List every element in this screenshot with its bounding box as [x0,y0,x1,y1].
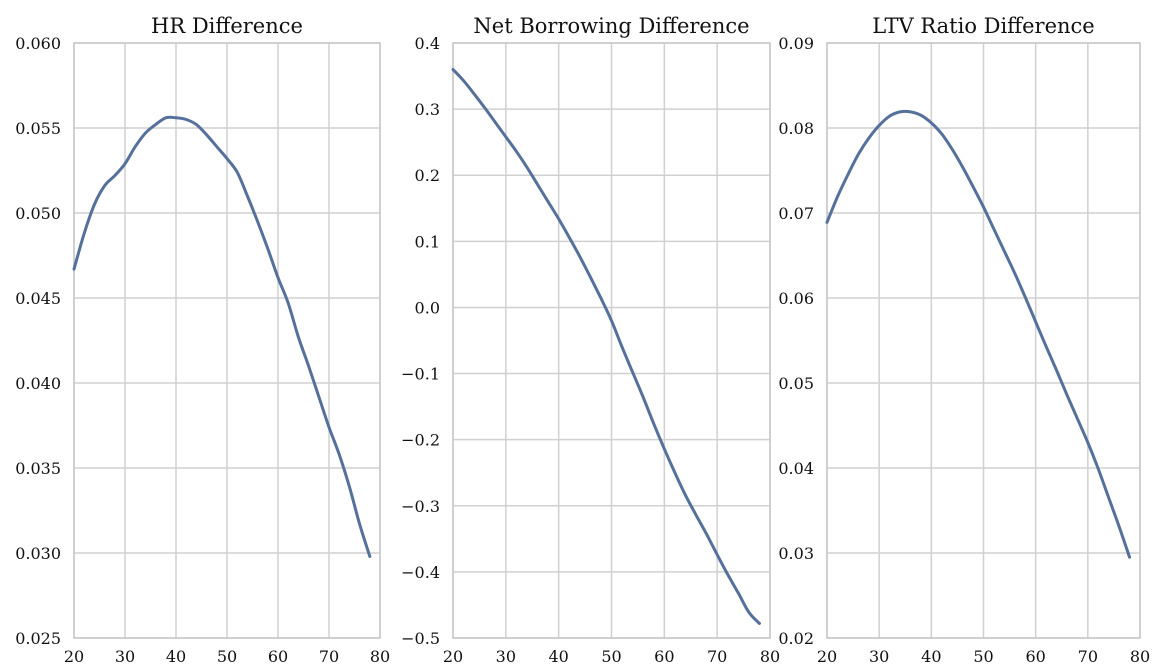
plot-frame [452,42,771,639]
x-tick-label: 20 [443,647,463,666]
y-tick-label: −0.2 [401,431,440,450]
y-tick-label: 0.08 [778,119,814,138]
y-tick-label: 0.035 [15,459,61,478]
x-tick-label: 40 [548,647,568,666]
y-tick-label: 0.045 [15,289,61,308]
x-tick-label: 60 [654,647,674,666]
x-tick-label: 50 [973,647,993,666]
y-tick-label: 0.03 [778,544,814,563]
x-tick-label: 50 [217,647,237,666]
y-tick-label: 0.09 [778,34,814,53]
chart-panel-2: 20 30 40 50 60 70 80 −0.5 −0.4 −0.3 −0.2 −0.1 0.0 0.1… [401,14,780,666]
y-tick-label: 0.04 [778,459,814,478]
y-tick-label: 0.040 [15,374,61,393]
y-tick-label: −0.5 [401,629,440,648]
series-line [825,109,1132,559]
y-tick-label: 0.02 [778,629,814,648]
y-tick-label: 0.055 [15,119,61,138]
x-tick-label: 70 [1078,647,1098,666]
x-tick-label: 70 [319,647,339,666]
y-tick-label: 0.2 [415,166,440,185]
series-line [72,115,372,558]
x-tick-label: 30 [869,647,889,666]
x-tick-label: 20 [64,647,84,666]
y-tick-label: 0.3 [415,100,440,119]
y-tick-label: −0.4 [401,563,440,582]
y-tick-label: 0.050 [15,204,61,223]
x-tick-label: 60 [1025,647,1045,666]
y-tick-label: 0.07 [778,204,814,223]
chart-panel-1: 20 30 40 50 60 70 80 0.025 0.030 0.035 0.040 0.045 0… [15,14,390,666]
x-tick-label: 50 [601,647,621,666]
panel-title: Net Borrowing Difference [473,14,749,38]
y-tick-label: −0.3 [401,497,440,516]
x-tick-label: 80 [1130,647,1150,666]
x-tick-label: 80 [370,647,390,666]
chart-panel-3: 20 30 40 50 60 70 80 0.02 0.03 0.04 0.05 0.06 0.07 0.… [778,14,1150,666]
y-tick-label: 0.060 [15,34,61,53]
plot-frame [73,42,381,639]
y-tick-label: −0.1 [401,365,440,384]
x-tick-label: 30 [115,647,135,666]
y-tick-label: 0.05 [778,374,814,393]
series-line [451,67,761,625]
y-tick-label: 0.06 [778,289,814,308]
x-tick-label: 20 [817,647,837,666]
y-tick-label: 0.0 [415,298,440,317]
x-tick-label: 40 [166,647,186,666]
y-tick-label: 0.1 [415,232,440,251]
x-tick-label: 60 [268,647,288,666]
y-tick-label: 0.4 [415,34,440,53]
x-tick-label: 30 [496,647,516,666]
plot-frame [826,42,1141,639]
x-tick-label: 40 [921,647,941,666]
x-tick-label: 70 [707,647,727,666]
panel-title: HR Difference [151,14,303,38]
y-tick-label: 0.025 [15,629,61,648]
panel-title: LTV Ratio Difference [872,14,1094,38]
x-tick-label: 80 [760,647,780,666]
y-tick-label: 0.030 [15,544,61,563]
